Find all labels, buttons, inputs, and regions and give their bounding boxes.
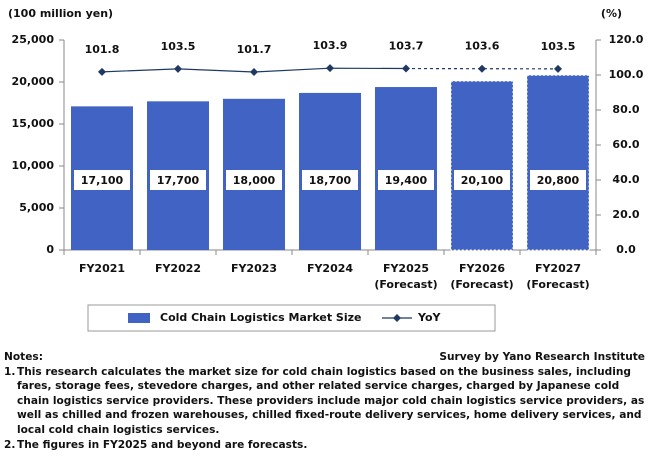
bar-value-label: 18,000 bbox=[233, 174, 276, 187]
y-tick-label: 25,000 bbox=[12, 33, 55, 46]
value-label-bg bbox=[454, 170, 510, 190]
x-tick-label: FY2025 (Forecast) bbox=[374, 262, 437, 291]
legend-label: YoY bbox=[417, 311, 442, 324]
line-marker bbox=[98, 67, 106, 76]
notes: Notes: Survey by Yano Research Institute… bbox=[4, 350, 645, 452]
x-tick-label: FY2023 bbox=[231, 262, 277, 275]
value-label-bg bbox=[150, 170, 206, 190]
bar-value-label: 18,700 bbox=[309, 174, 352, 187]
bar-value-label: 17,100 bbox=[81, 174, 124, 187]
note-text: The figures in FY2025 and beyond are for… bbox=[17, 438, 308, 451]
line-marker bbox=[478, 64, 486, 73]
legend-box bbox=[87, 304, 496, 332]
notes-heading: Notes: bbox=[4, 351, 43, 363]
bar-value-label: 19,400 bbox=[385, 174, 428, 187]
note: 1. This research calculates the market si… bbox=[4, 365, 645, 438]
note: 2. The figures in FY2025 and beyond are f… bbox=[4, 438, 645, 453]
line-value-label: 103.7 bbox=[389, 40, 424, 53]
y2-tick-label: 120.0 bbox=[609, 33, 644, 46]
value-label-bg bbox=[226, 170, 282, 190]
y-tick-label: 15,000 bbox=[12, 117, 55, 130]
bar-value-label: 20,100 bbox=[461, 174, 504, 187]
line-value-label: 101.8 bbox=[85, 43, 120, 56]
bar bbox=[375, 87, 437, 250]
y-axis-label: (100 million yen) bbox=[8, 7, 113, 20]
x-tick-label: FY2021 bbox=[79, 262, 125, 275]
line-value-label: 103.5 bbox=[541, 40, 576, 53]
y-tick-label: 20,000 bbox=[12, 75, 55, 88]
source: Survey by Yano Research Institute bbox=[439, 351, 645, 363]
line-value-label: 103.5 bbox=[161, 40, 196, 53]
legend-swatch-marker bbox=[393, 314, 401, 322]
y-tick-label: 10,000 bbox=[12, 159, 55, 172]
bar-value-label: 17,700 bbox=[157, 174, 200, 187]
line-value-label: 103.9 bbox=[313, 39, 348, 52]
y2-tick-label: 100.0 bbox=[609, 68, 644, 81]
line-marker bbox=[174, 64, 182, 73]
y2-tick-label: 40.0 bbox=[612, 173, 639, 186]
line-marker bbox=[402, 64, 410, 73]
legend-swatch bbox=[128, 313, 150, 323]
line-value-label: 101.7 bbox=[237, 43, 272, 56]
value-label-bg bbox=[530, 170, 586, 190]
x-tick-label: FY2024 bbox=[307, 262, 353, 275]
y2-axis-label: (%) bbox=[601, 7, 622, 20]
y2-tick-label: 80.0 bbox=[612, 103, 639, 116]
y2-tick-label: 60.0 bbox=[612, 138, 639, 151]
value-label-bg bbox=[378, 170, 434, 190]
y2-tick-label: 20.0 bbox=[612, 208, 639, 221]
note-text: This research calculates the market size… bbox=[17, 365, 645, 436]
value-label-bg bbox=[74, 170, 130, 190]
value-label-bg bbox=[302, 170, 358, 190]
line-marker bbox=[326, 64, 334, 73]
bar-value-label: 20,800 bbox=[537, 174, 580, 187]
note-number: 2. bbox=[4, 438, 16, 451]
x-tick-label: FY2022 bbox=[155, 262, 201, 275]
x-tick-label: FY2027 (Forecast) bbox=[526, 262, 589, 291]
bar bbox=[450, 80, 514, 251]
y-tick-label: 5,000 bbox=[19, 201, 54, 214]
notes-header: Notes: Survey by Yano Research Institute bbox=[4, 350, 645, 365]
y-tick-label: 0 bbox=[46, 243, 54, 256]
chart: (100 million yen) (%) 0 5,000 10,000 15,000… bbox=[8, 7, 644, 332]
x-tick-label: FY2026 (Forecast) bbox=[450, 262, 513, 291]
bar bbox=[526, 74, 590, 251]
y2-tick-label: 0.0 bbox=[616, 243, 636, 256]
note-number: 1. bbox=[4, 365, 16, 378]
legend-label: Cold Chain Logistics Market Size bbox=[160, 311, 361, 324]
line-value-label: 103.6 bbox=[465, 40, 500, 53]
line-marker bbox=[250, 68, 258, 77]
line-marker bbox=[554, 64, 562, 73]
